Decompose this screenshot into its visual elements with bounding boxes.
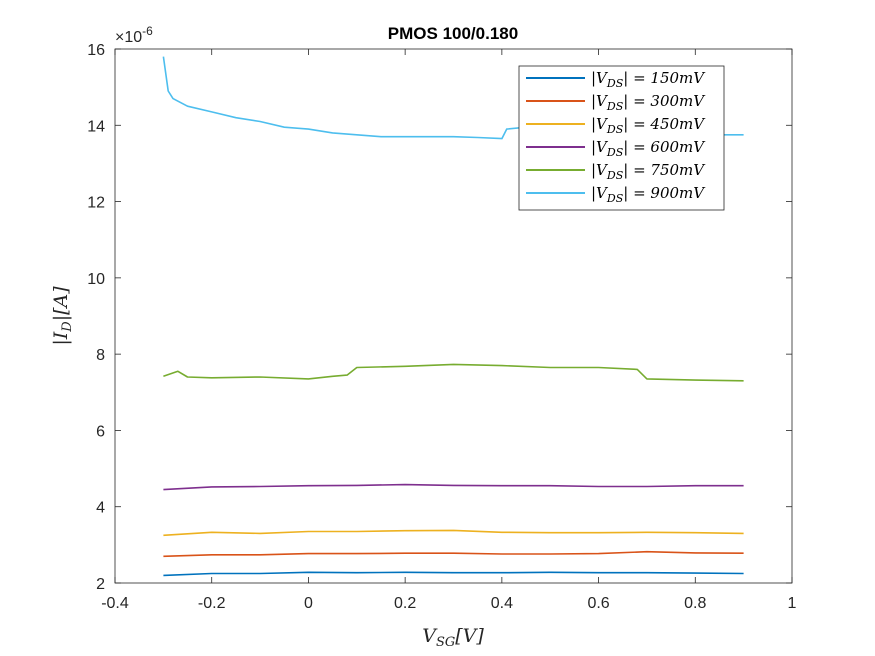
legend-label-base: |V: [591, 92, 609, 110]
y-exponent-label: ×10-6: [115, 24, 153, 46]
x-tick-label: -0.2: [198, 595, 226, 612]
x-tick-label: 0.8: [684, 595, 706, 612]
legend-label-sub: DS: [606, 169, 624, 182]
legend-label-sub: DS: [606, 146, 624, 159]
series-line-1: [163, 571, 744, 577]
legend-label-base: |V: [591, 184, 609, 202]
legend-label-4: |VDS| = 600mV: [591, 138, 706, 159]
series-line-5: [163, 363, 744, 382]
y-tick-label: 4: [96, 500, 105, 517]
legend-label-5: |VDS| = 750mV: [591, 161, 706, 182]
x-axis-label: VSG[V]: [422, 625, 484, 650]
y-tick-label: 14: [87, 118, 105, 135]
x-tick-label: 0.6: [587, 595, 609, 612]
legend-label-rest: | = 600mV: [623, 138, 706, 156]
y-exponent-power: -6: [142, 24, 153, 38]
legend-items: |VDS| = 150mV|VDS| = 300mV|VDS| = 450mV|…: [526, 69, 706, 205]
legend-label-2: |VDS| = 300mV: [591, 92, 706, 113]
y-tick-label: 2: [96, 576, 105, 593]
legend-label-rest: | = 450mV: [623, 115, 706, 133]
plot-frame: [114, 48, 793, 584]
legend-label-rest: | = 750mV: [623, 161, 706, 179]
series-line-4: [163, 483, 744, 491]
x-tick-label: 0.2: [394, 595, 416, 612]
legend-label-base: |V: [591, 69, 609, 87]
legend-label-sub: DS: [606, 100, 624, 113]
legend: |VDS| = 150mV|VDS| = 300mV|VDS| = 450mV|…: [518, 65, 725, 211]
legend-label-base: |V: [591, 138, 609, 156]
y-tick-label: 16: [87, 42, 105, 59]
y-tick-label: 12: [87, 195, 105, 212]
legend-label-rest: | = 300mV: [623, 92, 706, 110]
chart-title: PMOS 100/0.180: [388, 24, 518, 43]
y-tick-label: 8: [96, 347, 105, 364]
x-axis-label-sub: SG: [436, 635, 455, 650]
x-tick-label: 1: [788, 595, 797, 612]
legend-label-sub: DS: [606, 77, 624, 90]
y-axis-label-unit: |[A]: [50, 286, 72, 322]
x-tick-label: 0: [304, 595, 313, 612]
legend-label-1: |VDS| = 150mV: [591, 69, 706, 90]
y-tick-label: 6: [96, 423, 105, 440]
y-axis-label-sub: D: [60, 321, 75, 333]
series-line-3: [163, 529, 744, 537]
legend-label-rest: | = 150mV: [623, 69, 706, 87]
legend-box: [518, 65, 725, 211]
x-axis-label-unit: [V]: [455, 625, 484, 647]
x-tick-label: 0.4: [491, 595, 513, 612]
legend-label-base: |V: [591, 115, 609, 133]
y-exponent-base: ×10: [115, 29, 142, 46]
legend-label-base: |V: [591, 161, 609, 179]
legend-label-3: |VDS| = 450mV: [591, 115, 706, 136]
x-tick-label: -0.4: [101, 595, 129, 612]
legend-label-6: |VDS| = 900mV: [591, 184, 706, 205]
legend-label-rest: | = 900mV: [623, 184, 706, 202]
y-tick-label: 10: [87, 271, 105, 288]
legend-label-sub: DS: [606, 192, 624, 205]
series-line-2: [163, 550, 744, 558]
y-axis-label: |ID|[A]: [50, 286, 75, 346]
legend-label-sub: DS: [606, 123, 624, 136]
